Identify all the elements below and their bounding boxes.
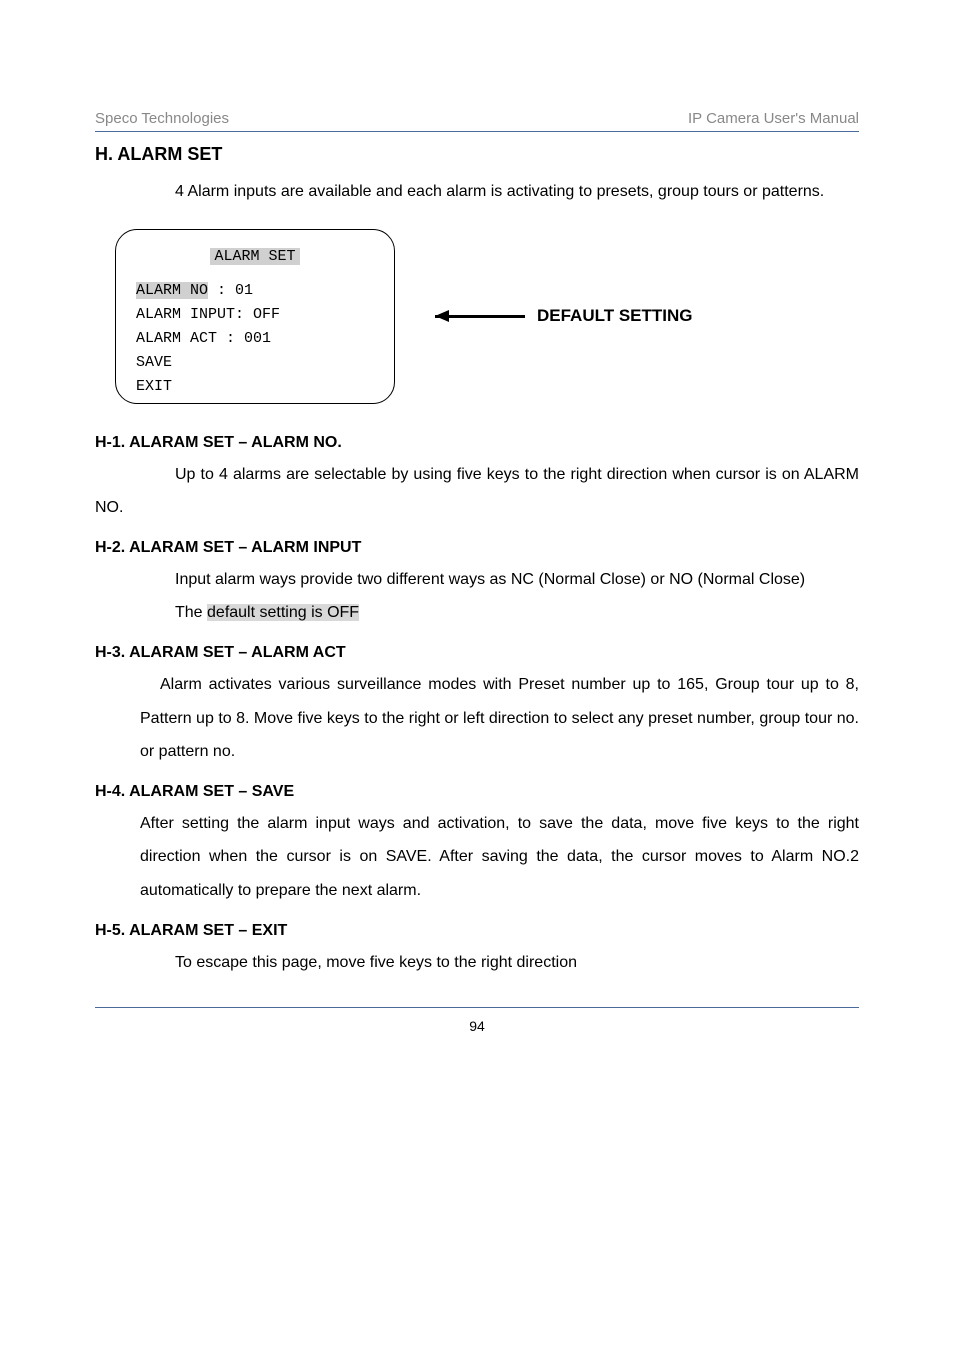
header-right: IP Camera User's Manual	[688, 110, 859, 127]
h5-text: To escape this page, move five keys to t…	[95, 946, 859, 980]
arrow-left-icon	[435, 315, 525, 318]
header-left: Speco Technologies	[95, 110, 229, 127]
page-header: Speco Technologies IP Camera User's Manu…	[95, 110, 859, 127]
h1-text: Up to 4 alarms are selectable by using f…	[95, 458, 859, 525]
section-h3: H-3. ALARAM SET – ALARM ACT Alarm activa…	[95, 644, 859, 769]
arrow-callout: DEFAULT SETTING	[435, 306, 693, 326]
h2-heading: H-2. ALARAM SET – ALARM INPUT	[95, 539, 859, 557]
page-number: 94	[95, 1018, 859, 1034]
section-title: H. ALARM SET	[95, 144, 859, 165]
h3-text: Alarm activates various surveillance mod…	[95, 668, 859, 769]
section-h2: H-2. ALARAM SET – ALARM INPUT Input alar…	[95, 539, 859, 630]
menu-box: ALARM SET ALARM NO : 01 ALARM INPUT: OFF…	[115, 229, 395, 404]
menu-diagram: ALARM SET ALARM NO : 01 ALARM INPUT: OFF…	[115, 229, 859, 404]
header-divider	[95, 131, 859, 132]
menu-line-3: ALARM ACT : 001	[136, 327, 374, 351]
h1-heading: H-1. ALARAM SET – ALARM NO.	[95, 434, 859, 452]
section-h1: H-1. ALARAM SET – ALARM NO. Up to 4 alar…	[95, 434, 859, 525]
intro-text: 4 Alarm inputs are available and each al…	[95, 175, 859, 209]
h2-text-1: Input alarm ways provide two different w…	[95, 563, 859, 597]
h5-heading: H-5. ALARAM SET – EXIT	[95, 922, 859, 940]
menu-line-4: SAVE	[136, 351, 374, 375]
menu-line-5: EXIT	[136, 375, 374, 399]
menu-line-1: ALARM NO : 01	[136, 279, 374, 303]
h2-text-2: The default setting is OFF	[95, 596, 859, 630]
menu-line-2: ALARM INPUT: OFF	[136, 303, 374, 327]
section-h5: H-5. ALARAM SET – EXIT To escape this pa…	[95, 922, 859, 980]
h4-heading: H-4. ALARAM SET – SAVE	[95, 783, 859, 801]
section-h4: H-4. ALARAM SET – SAVE After setting the…	[95, 783, 859, 908]
h3-heading: H-3. ALARAM SET – ALARM ACT	[95, 644, 859, 662]
default-setting-label: DEFAULT SETTING	[537, 306, 693, 326]
footer-divider	[95, 1007, 859, 1008]
h4-text: After setting the alarm input ways and a…	[95, 807, 859, 908]
menu-box-title: ALARM SET	[136, 245, 374, 269]
